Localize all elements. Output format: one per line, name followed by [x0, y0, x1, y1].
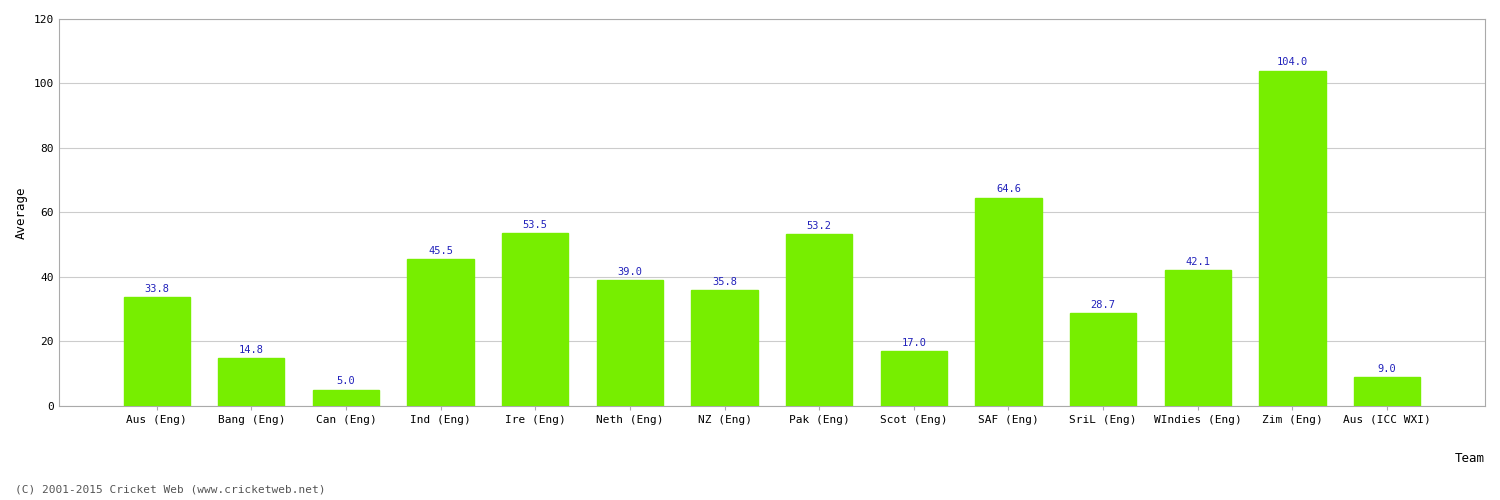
Bar — [786, 234, 852, 406]
Bar — [314, 390, 380, 406]
Text: 28.7: 28.7 — [1090, 300, 1116, 310]
Text: 33.8: 33.8 — [144, 284, 170, 294]
Bar — [1260, 70, 1326, 406]
Text: 39.0: 39.0 — [618, 267, 642, 277]
Text: 35.8: 35.8 — [712, 277, 736, 287]
Bar — [1164, 270, 1232, 406]
Bar — [217, 358, 285, 406]
Bar — [880, 351, 946, 406]
Bar — [408, 259, 474, 406]
Text: 42.1: 42.1 — [1185, 257, 1210, 267]
Text: 53.2: 53.2 — [807, 221, 831, 231]
Text: 53.5: 53.5 — [522, 220, 548, 230]
Bar — [975, 198, 1041, 406]
Text: (C) 2001-2015 Cricket Web (www.cricketweb.net): (C) 2001-2015 Cricket Web (www.cricketwe… — [15, 485, 326, 495]
Text: 17.0: 17.0 — [902, 338, 927, 348]
Text: 14.8: 14.8 — [238, 345, 264, 355]
Bar — [123, 297, 190, 406]
Bar — [503, 234, 568, 406]
Bar — [692, 290, 758, 406]
X-axis label: Team: Team — [1455, 452, 1485, 465]
Text: 104.0: 104.0 — [1276, 58, 1308, 68]
Text: 45.5: 45.5 — [427, 246, 453, 256]
Bar — [1070, 314, 1136, 406]
Y-axis label: Average: Average — [15, 186, 28, 238]
Bar — [597, 280, 663, 406]
Text: 5.0: 5.0 — [336, 376, 356, 386]
Bar — [1354, 377, 1420, 406]
Text: 9.0: 9.0 — [1377, 364, 1396, 374]
Text: 64.6: 64.6 — [996, 184, 1022, 194]
